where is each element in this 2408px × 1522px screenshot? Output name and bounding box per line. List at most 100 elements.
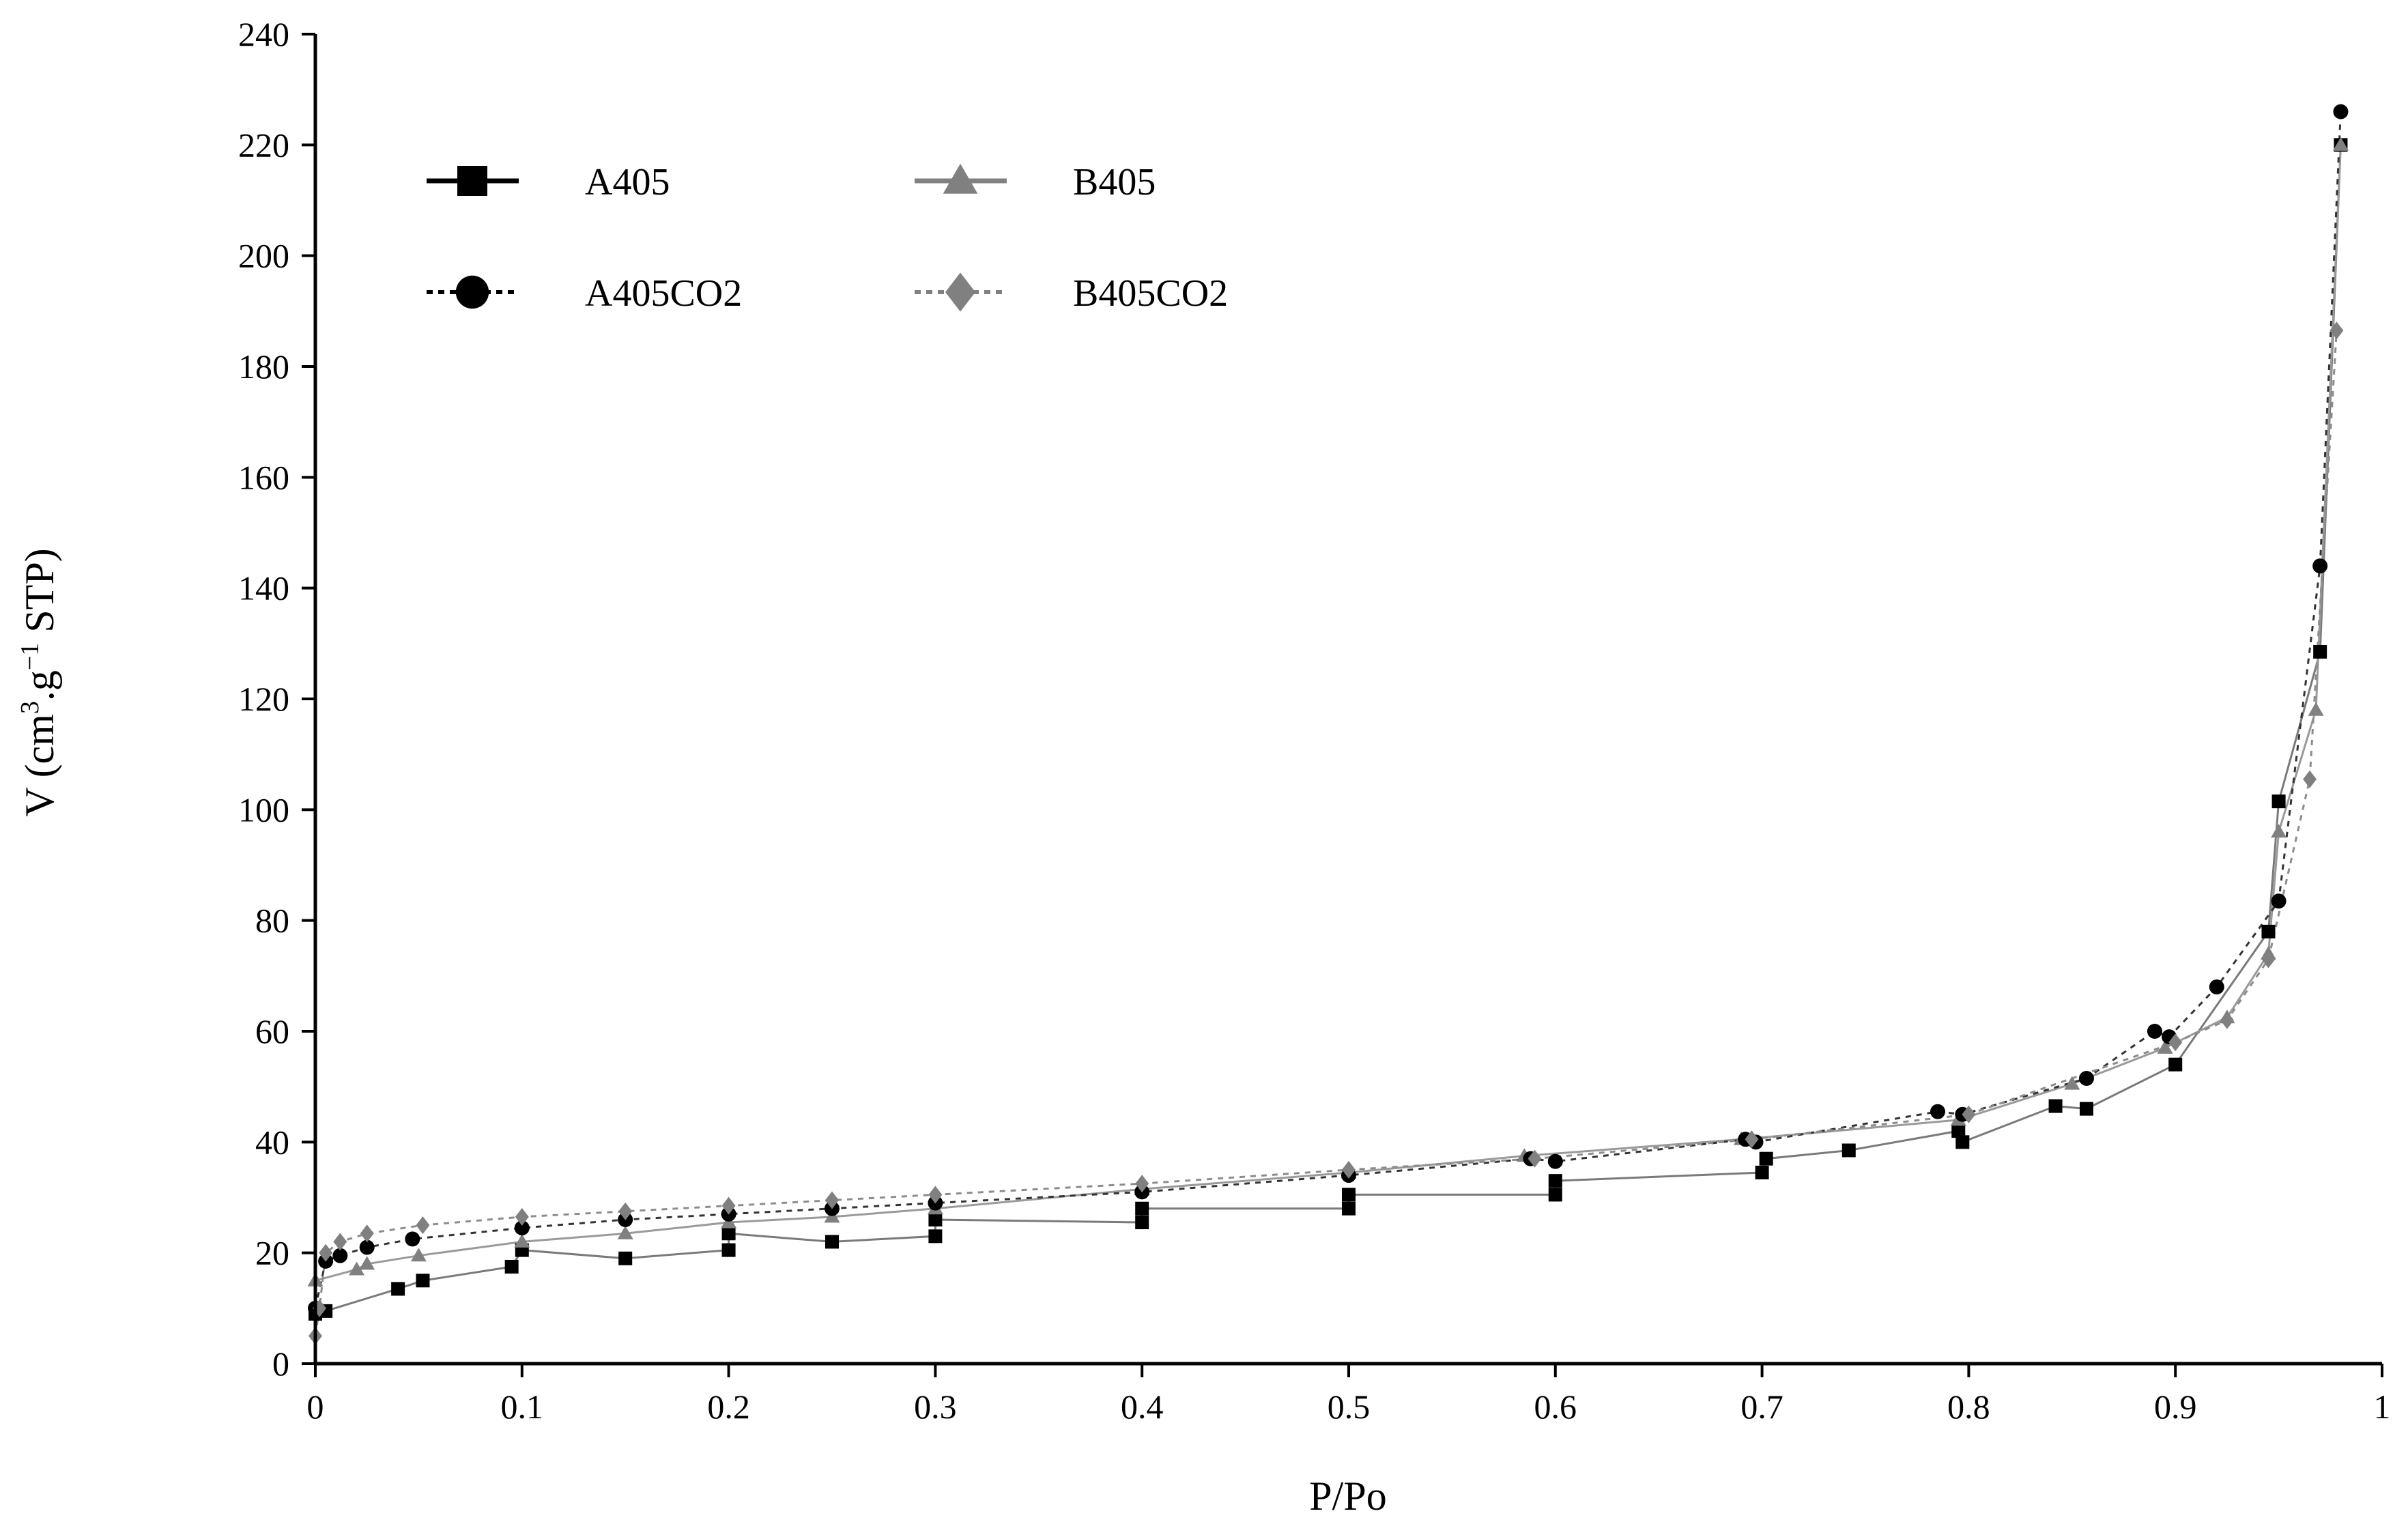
data-point — [1745, 1130, 1759, 1149]
data-point — [1548, 1174, 1562, 1188]
y-axis-title: V (cm3.g−1 STP) — [16, 548, 62, 816]
data-point — [2147, 1024, 2162, 1039]
x-tick-label: 0.8 — [1947, 1388, 1990, 1426]
legend-item-a405co2: A405CO2 — [427, 272, 742, 315]
legend-label: B405 — [1073, 161, 1156, 203]
data-point — [1342, 1201, 1356, 1216]
data-point — [1342, 1188, 1356, 1202]
data-point — [825, 1191, 839, 1209]
legend-label: A405 — [585, 161, 670, 203]
data-point — [721, 1226, 736, 1241]
data-point — [349, 1261, 365, 1276]
data-point — [2271, 893, 2287, 909]
data-point — [2261, 950, 2276, 968]
data-point — [1135, 1216, 1149, 1230]
x-tick-label: 0.4 — [1121, 1388, 1164, 1426]
data-point — [319, 1244, 333, 1262]
legend-marker — [943, 163, 978, 194]
data-point — [2209, 979, 2224, 995]
data-point — [2220, 1011, 2234, 1029]
data-point — [928, 1212, 943, 1226]
x-tick-label: 0.1 — [501, 1388, 544, 1426]
data-point — [1135, 1201, 1149, 1216]
legend-label: B405CO2 — [1073, 272, 1228, 315]
y-tick-label: 20 — [255, 1234, 289, 1272]
y-tick-label: 220 — [238, 126, 289, 164]
data-point — [2079, 1102, 2093, 1116]
y-axis-title-part: STP) — [17, 548, 62, 642]
data-point — [514, 1233, 530, 1248]
data-point — [504, 1259, 519, 1274]
y-tick-label: 40 — [255, 1123, 289, 1161]
data-point — [515, 1207, 529, 1226]
x-tick-label: 0.3 — [914, 1388, 957, 1426]
data-point — [1548, 1188, 1562, 1202]
data-point — [391, 1282, 405, 1296]
data-point — [1755, 1165, 1769, 1179]
x-tick-label: 0.9 — [2154, 1388, 2197, 1426]
data-point — [359, 1256, 375, 1270]
data-point — [1135, 1175, 1149, 1193]
data-point — [928, 1229, 943, 1244]
data-point — [2168, 1057, 2183, 1072]
x-tick-label: 1 — [2374, 1388, 2391, 1426]
data-point — [2271, 794, 2286, 809]
x-axis-title: P/Po — [1309, 1474, 1386, 1519]
data-point — [928, 1186, 943, 1204]
data-point — [2332, 137, 2349, 151]
data-point — [1955, 1135, 1970, 1149]
data-point — [1547, 1153, 1563, 1169]
data-point — [2271, 824, 2287, 838]
legend-item-b405co2: B405CO2 — [915, 272, 1228, 315]
data-point — [332, 1248, 348, 1263]
data-point — [416, 1274, 430, 1288]
x-tick-label: 0.6 — [1534, 1388, 1577, 1426]
data-point — [2333, 104, 2349, 119]
data-point — [1951, 1124, 1966, 1138]
data-point — [514, 1220, 530, 1236]
series-points-b405co2 — [309, 321, 2344, 1345]
data-point — [2330, 321, 2344, 340]
data-point — [2313, 645, 2327, 659]
series-points-a405 — [309, 138, 2348, 1321]
legend-item-a405: A405 — [427, 161, 670, 203]
data-point — [825, 1235, 839, 1249]
data-point — [1930, 1104, 1945, 1119]
y-tick-label: 180 — [238, 347, 289, 386]
legend-marker — [945, 272, 975, 312]
legend-marker — [457, 166, 487, 196]
data-point — [617, 1225, 633, 1239]
y-tick-label: 240 — [238, 15, 289, 53]
legend-item-b405: B405 — [915, 161, 1156, 203]
y-tick-label: 0 — [272, 1345, 289, 1383]
data-point — [2261, 924, 2276, 938]
data-point — [2303, 770, 2317, 788]
data-point — [2048, 1099, 2063, 1113]
legend: A405 B405 A405CO2 B405CO2 — [427, 161, 1228, 315]
data-point — [2312, 558, 2328, 574]
data-point — [1962, 1105, 1976, 1123]
data-point — [618, 1251, 633, 1265]
y-tick-label: 160 — [238, 458, 289, 496]
data-point — [1841, 1143, 1856, 1158]
x-tick-label: 0.5 — [1328, 1388, 1371, 1426]
y-tick-label: 100 — [238, 790, 289, 829]
data-point — [2308, 702, 2324, 716]
x-tick-label: 0 — [307, 1388, 324, 1426]
axes: 0 0.1 0.2 0.3 0.4 0.5 0.6 0.7 0.8 0.9 1 0 20 40 60 80 10… — [238, 15, 2391, 1426]
data-point — [2078, 1070, 2094, 1086]
data-point — [333, 1233, 347, 1251]
data-point — [2064, 1076, 2080, 1090]
data-point — [2168, 1033, 2183, 1052]
data-point — [410, 1248, 427, 1262]
data-point — [618, 1202, 633, 1220]
data-point — [721, 1243, 736, 1257]
data-point — [1759, 1151, 1773, 1166]
data-point — [416, 1216, 430, 1235]
y-tick-label: 140 — [238, 569, 289, 607]
data-point — [1528, 1149, 1542, 1168]
y-axis-title-part: .g — [17, 670, 62, 701]
legend-marker — [455, 275, 489, 309]
y-tick-label: 60 — [255, 1012, 289, 1050]
